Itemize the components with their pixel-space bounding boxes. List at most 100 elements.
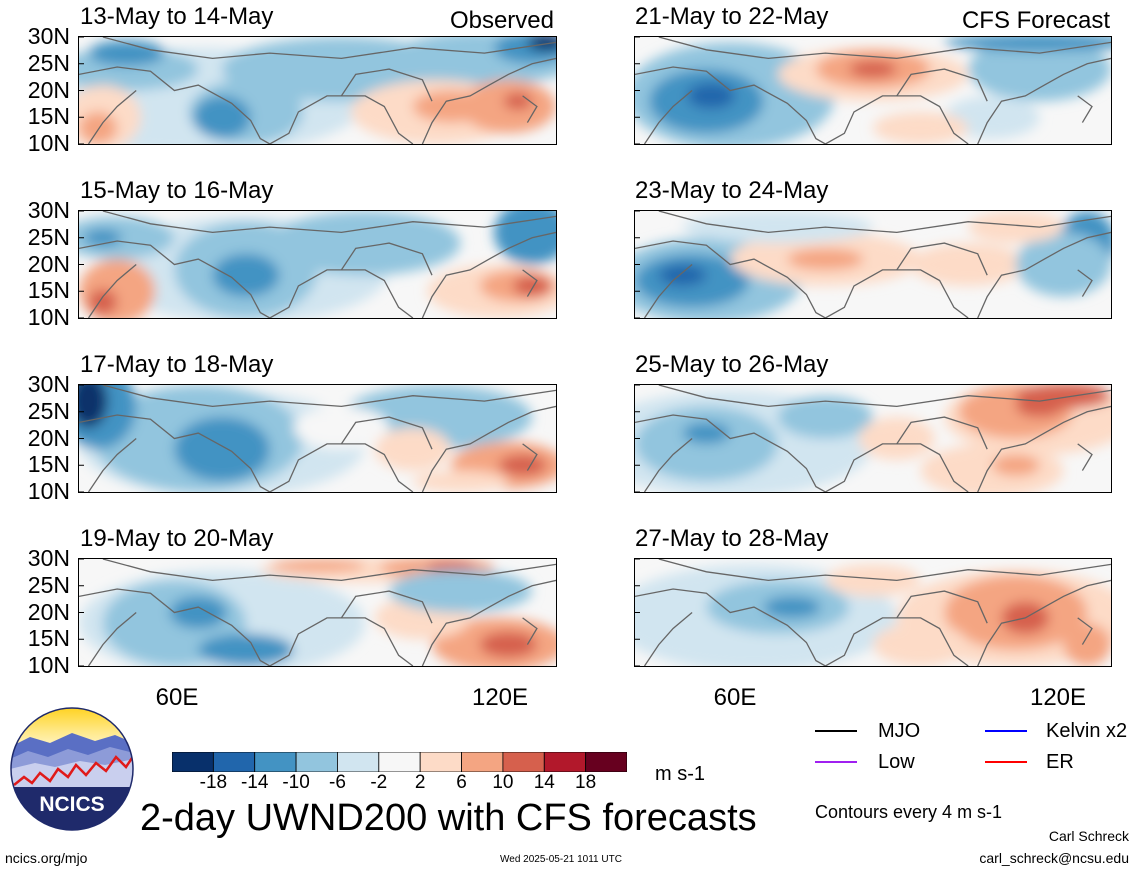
coastline	[825, 269, 969, 318]
colorbar-tick-label: 2	[414, 772, 426, 793]
colorbar-tick-label: -14	[240, 772, 269, 793]
lat-tick-label: 25N	[27, 397, 70, 424]
coastline	[269, 269, 414, 318]
lat-tick-label: 25N	[27, 49, 70, 76]
coastline	[522, 269, 538, 297]
lat-tick-label: 30N	[27, 197, 70, 223]
coastline	[643, 90, 693, 144]
colorbar-tick-label: 18	[575, 772, 597, 793]
coastline	[635, 240, 826, 318]
colorbar-tick-label: -2	[370, 772, 388, 793]
colorbar-tick-label: 6	[456, 772, 467, 793]
colorbar-units: m s-1	[655, 763, 705, 785]
colorbar-swatch	[543, 751, 587, 773]
colorbar-tick-label: -6	[329, 772, 346, 793]
wind-anomaly-region	[79, 111, 118, 144]
wind-anomaly-region	[787, 248, 864, 270]
colorbar-swatch	[502, 751, 545, 773]
lat-tick-label: 30N	[27, 371, 70, 397]
wind-anomaly-region	[658, 264, 707, 286]
lat-tick-label: 10N	[27, 478, 70, 504]
wind-anomaly-region	[920, 443, 1064, 492]
coastline	[340, 68, 433, 102]
colorbar-swatch	[337, 751, 380, 773]
lat-tick-label: 15N	[27, 277, 70, 304]
panel-label-observed: Observed	[449, 7, 554, 34]
lat-tick-label: 25N	[27, 571, 70, 598]
coastline	[658, 385, 1111, 408]
coastline	[87, 438, 137, 492]
panel-title-1: 13-May to 14-May	[80, 3, 274, 30]
lat-tick-label: 15N	[27, 625, 70, 652]
wind-anomaly-region	[911, 243, 1026, 286]
wind-anomaly-region	[79, 385, 108, 428]
wind-anomaly-region	[479, 631, 537, 658]
coastline	[896, 416, 988, 450]
coastline	[977, 579, 1111, 666]
panel-title-5: 21-May to 22-May	[635, 3, 829, 30]
lat-tick-label: 20N	[27, 76, 70, 103]
coastline	[1077, 269, 1093, 297]
colorbar-swatch	[378, 751, 421, 773]
colorbar-swatch	[295, 751, 338, 773]
wind-anomaly-region	[1015, 232, 1111, 297]
coastline	[658, 37, 1111, 60]
coastline	[658, 559, 1111, 582]
legend-low-line	[815, 761, 857, 763]
map-panel-5	[634, 36, 1112, 145]
wind-anomaly-region	[944, 95, 1040, 139]
wind-anomaly-region	[968, 211, 1064, 244]
colorbar	[171, 751, 628, 773]
map-panel-3	[78, 384, 557, 493]
wind-anomaly-region	[992, 454, 1040, 476]
wind-anomaly-region	[944, 37, 1111, 51]
lat-tick-label: 30N	[27, 545, 70, 571]
wind-anomaly-region	[1063, 623, 1111, 666]
coastline	[643, 264, 693, 318]
wind-anomaly-region	[198, 633, 294, 666]
coastline	[1077, 443, 1093, 471]
coastline	[635, 66, 826, 144]
map-panel-1	[78, 36, 557, 145]
coastline	[269, 617, 414, 666]
coastline	[825, 443, 969, 492]
panel-title-8: 27-May to 28-May	[635, 525, 829, 552]
coastline	[977, 405, 1111, 492]
legend-er-label: ER	[1046, 751, 1074, 773]
lon-tick-60e-left: 60E	[155, 684, 199, 711]
colorbar-swatch	[461, 751, 504, 773]
coastline	[643, 438, 693, 492]
wind-anomaly-region	[513, 275, 552, 297]
coastline	[87, 612, 137, 666]
wind-anomaly-region	[498, 454, 547, 476]
coastline	[896, 242, 988, 276]
lat-tick-label: 20N	[27, 598, 70, 625]
footer-timestamp: Wed 2025-05-21 1011 UTC	[500, 854, 622, 865]
coastline	[421, 57, 556, 144]
lon-tick-60e-right: 60E	[713, 684, 757, 711]
panel-title-6: 23-May to 24-May	[635, 177, 829, 204]
coastline	[522, 617, 538, 645]
wind-anomaly-region	[873, 623, 969, 666]
colorbar-swatch	[254, 751, 297, 773]
colorbar-swatch	[171, 751, 214, 773]
footer-url: ncics.org/mjo	[5, 850, 88, 866]
lat-tick-label: 10N	[27, 130, 70, 156]
ncics-logo: NCICS	[10, 707, 134, 831]
colorbar-tick-label: 14	[533, 772, 555, 793]
colorbar-swatch	[585, 751, 628, 773]
wind-anomaly-region	[193, 95, 251, 139]
lat-tick-label: 10N	[27, 652, 70, 678]
legend-kelvin-label: Kelvin x2	[1046, 720, 1128, 742]
wind-anomaly-region	[687, 83, 735, 109]
coastline	[102, 37, 556, 60]
lat-tick-label: 25N	[27, 223, 70, 250]
wind-anomaly-region	[212, 253, 280, 297]
coastline	[79, 588, 271, 666]
wind-anomaly-region	[494, 211, 556, 265]
coastline	[635, 588, 826, 666]
coastline	[896, 590, 988, 624]
coastline	[87, 264, 137, 318]
legend-mjo-line	[815, 730, 857, 732]
coastline	[421, 579, 556, 666]
